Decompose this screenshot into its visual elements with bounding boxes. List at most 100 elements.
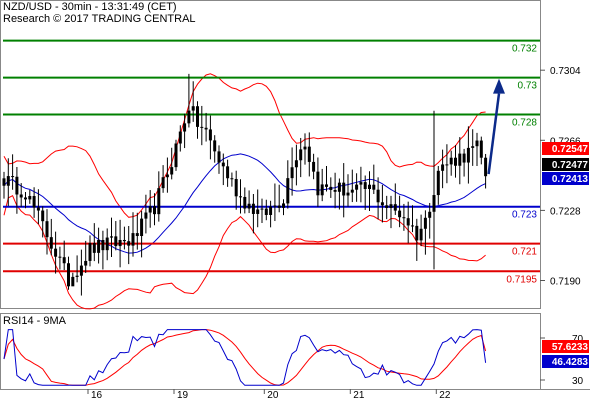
candle-body	[372, 184, 376, 190]
candle-body	[2, 178, 6, 186]
price-tag-label: 0.72413	[552, 174, 589, 185]
candle-body	[165, 174, 169, 178]
candle-body	[196, 106, 199, 127]
candle-body	[290, 167, 294, 179]
rsi-tick-label: 30	[572, 376, 584, 387]
candle-body	[183, 123, 187, 132]
candle-body	[454, 157, 457, 166]
candle-body	[84, 260, 88, 266]
candle-body	[239, 196, 242, 198]
candle-body	[15, 176, 19, 195]
rsi-tag-box	[542, 355, 589, 368]
candle-body	[92, 243, 96, 253]
candle-body	[359, 182, 363, 185]
rsi-tick-label: 70	[572, 334, 584, 345]
candle-body	[114, 236, 118, 247]
candle-body	[54, 248, 58, 257]
candle-body	[58, 256, 62, 258]
candle-body	[415, 225, 419, 241]
candle-body	[45, 221, 49, 238]
candle-body	[423, 217, 427, 229]
candle-body	[251, 203, 255, 214]
candle-body	[140, 218, 144, 237]
candle-body	[148, 206, 152, 213]
candle-body	[484, 157, 488, 177]
candle-body	[174, 143, 178, 168]
candle-body	[6, 176, 10, 186]
x-tick-label: 16	[91, 390, 103, 400]
level-label: 0.732	[512, 44, 537, 55]
price-tag-box	[542, 158, 589, 171]
candle-body	[110, 236, 113, 238]
candle-body	[402, 217, 406, 219]
candle-body	[337, 182, 341, 192]
candle-body	[277, 205, 281, 208]
rsi-header: RSI14 - 9MA	[3, 315, 66, 327]
candle-body	[406, 218, 410, 226]
candle-body	[191, 106, 195, 111]
level-label: 0.723	[512, 210, 537, 221]
candle-body	[67, 263, 70, 287]
rsi-tag-label: 46.4283	[552, 357, 589, 368]
candle-body	[118, 239, 122, 247]
forecast-arrow-line	[487, 93, 501, 175]
candle-body	[157, 188, 161, 215]
candle-body	[471, 146, 475, 148]
moving-average-line	[3, 153, 486, 254]
candle-body	[462, 153, 466, 163]
rsi-tag-box	[542, 340, 589, 353]
x-tick-label: 21	[353, 390, 365, 400]
y-tick-label: 0.7266	[550, 136, 581, 147]
level-label: 0.7195	[506, 274, 537, 285]
chart-subtitle: Research © 2017 TRADING CENTRAL	[3, 13, 196, 25]
candle-body	[200, 126, 204, 128]
price-tag-box	[542, 172, 589, 185]
candle-body	[256, 209, 260, 214]
x-tick-label: 22	[439, 390, 451, 400]
candle-body	[79, 265, 83, 276]
candle-body	[131, 233, 135, 246]
candle-body	[97, 240, 101, 253]
rsi-line	[3, 329, 487, 386]
candle-body	[49, 237, 53, 249]
candle-body	[36, 207, 40, 211]
candle-body	[342, 182, 346, 196]
price-tag-label: 0.72547	[552, 144, 589, 155]
candle-body	[436, 170, 440, 196]
candle-body	[273, 205, 277, 207]
candle-body	[264, 208, 268, 215]
candle-body	[325, 184, 328, 187]
candle-body	[282, 203, 285, 208]
candle-body	[62, 257, 66, 264]
candle-body	[122, 239, 126, 242]
candle-body	[217, 151, 221, 163]
candle-body	[226, 166, 230, 179]
candle-body	[333, 189, 337, 192]
candle-body	[380, 202, 384, 206]
candle-body	[329, 186, 333, 190]
candle-body	[286, 178, 290, 204]
candle-body	[221, 162, 225, 167]
candle-body	[28, 196, 32, 200]
candle-body	[428, 211, 432, 218]
candle-body	[441, 164, 445, 171]
candle-body	[127, 241, 131, 246]
y-tick-label: 0.7304	[550, 66, 581, 77]
bollinger-lower-band	[3, 195, 486, 310]
candle-body	[243, 196, 247, 209]
candle-body	[135, 233, 139, 237]
level-label: 0.728	[512, 117, 537, 128]
x-tick-label: 20	[267, 390, 279, 400]
candle-body	[411, 225, 414, 227]
candle-body	[389, 204, 393, 208]
candle-body	[24, 197, 27, 200]
level-label: 0.73	[518, 81, 538, 92]
candle-body	[75, 275, 79, 277]
candle-body	[269, 206, 273, 215]
candle-body	[368, 184, 371, 190]
candle-body	[260, 208, 264, 210]
candle-body	[144, 212, 148, 219]
candle-body	[346, 192, 350, 196]
